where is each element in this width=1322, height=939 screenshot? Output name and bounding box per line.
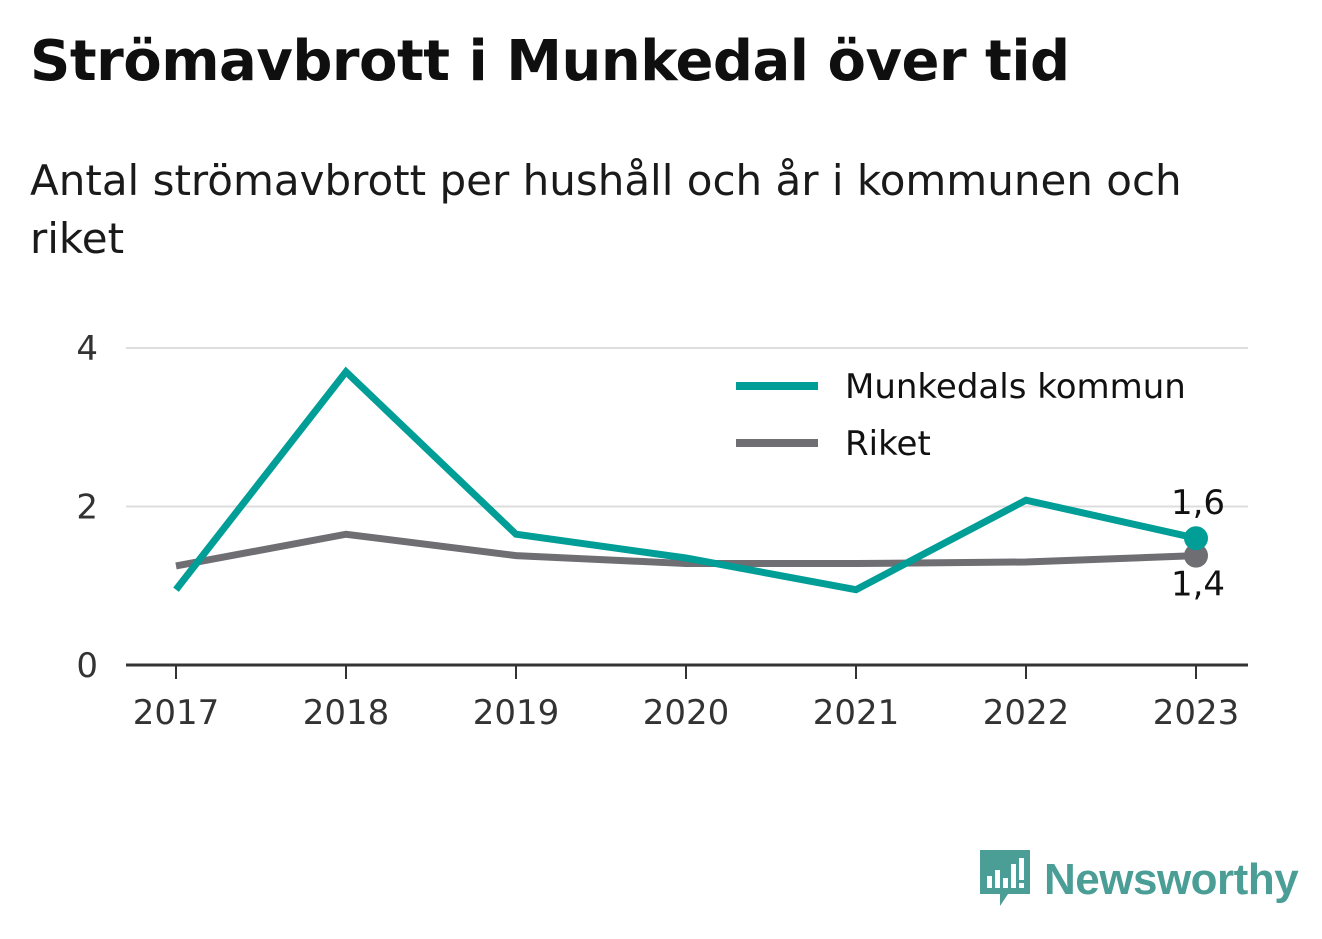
x-tick-label: 2018: [303, 693, 390, 733]
x-tick-label: 2022: [983, 693, 1070, 733]
y-tick-label: 0: [76, 646, 98, 686]
x-tick-label: 2023: [1153, 693, 1240, 733]
brand-logo: Newsworthy: [980, 850, 1298, 910]
bar-chart-speech-bubble-icon: [980, 850, 1030, 910]
y-tick-label: 2: [76, 488, 98, 528]
x-tick-label: 2021: [813, 693, 900, 733]
legend-label: Munkedals kommun: [845, 367, 1186, 407]
x-tick-label: 2019: [473, 693, 560, 733]
legend: Munkedals kommun Riket: [736, 367, 1186, 464]
brand-name: Newsworthy: [1044, 855, 1298, 905]
legend-label: Riket: [845, 424, 931, 464]
end-label: 1,6: [1171, 483, 1225, 523]
x-tick-label: 2020: [643, 693, 730, 733]
y-tick-label: 4: [76, 329, 98, 369]
series-end-point: [1184, 526, 1208, 550]
line-chart: 0 2 4 2017 2018 2019 2020 2021 2022 2023 Munkedal…: [0, 0, 1322, 939]
end-label: 1,4: [1171, 565, 1225, 605]
x-tick-label: 2017: [133, 693, 220, 733]
